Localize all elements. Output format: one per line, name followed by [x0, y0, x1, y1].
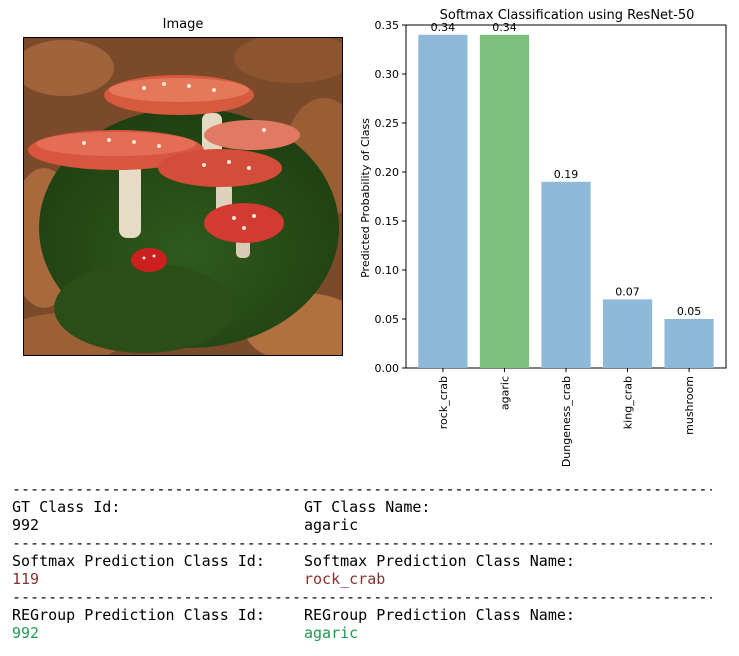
x-tick-label: rock_crab: [437, 376, 450, 429]
mushroom-image: [23, 37, 343, 356]
y-axis-label: Predicted Probability of Class: [359, 118, 372, 278]
gt-id-value: 992: [12, 516, 40, 534]
image-title: Image: [162, 17, 204, 32]
x-tick-label: mushroom: [683, 376, 696, 435]
chart-title: Softmax Classification using ResNet-50: [440, 8, 695, 23]
prediction-info: ----------------------------------------…: [12, 480, 712, 642]
softmax-id-label: Softmax Prediction Class Id:: [12, 552, 265, 570]
regroup-id-value: 992: [12, 624, 40, 642]
bar-data-label: 0.19: [554, 168, 579, 181]
x-tick-label: agaric: [498, 376, 511, 410]
fly-agaric-mushroom-photo-icon: [24, 38, 342, 355]
y-tick-label: 0.15: [375, 215, 400, 228]
x-tick-label: Dungeness_crab: [560, 376, 573, 467]
gt-name-value: agaric: [304, 516, 359, 534]
softmax-name-label: Softmax Prediction Class Name:: [304, 552, 575, 570]
bar: [418, 34, 468, 369]
divider: ----------------------------------------…: [12, 534, 712, 552]
bar: [602, 299, 653, 368]
y-tick-label: 0.20: [375, 166, 400, 179]
regroup-id-label: REGroup Prediction Class Id:: [12, 606, 265, 624]
gt-id-label: GT Class Id:: [12, 498, 121, 516]
y-tick-label: 0.05: [375, 313, 400, 326]
bar-data-label: 0.05: [677, 305, 702, 318]
divider: ----------------------------------------…: [12, 588, 712, 606]
y-tick-label: 0.25: [375, 117, 400, 130]
gt-name-label: GT Class Name:: [304, 498, 431, 516]
bar: [479, 34, 530, 369]
bar-data-label: 0.34: [492, 21, 517, 34]
y-tick-label: 0.00: [375, 362, 400, 375]
y-tick-label: 0.10: [375, 264, 400, 277]
bar: [541, 181, 591, 368]
bar-data-label: 0.34: [431, 21, 456, 34]
softmax-name-value: rock_crab: [304, 570, 386, 588]
softmax-id-value: 119: [12, 570, 40, 588]
regroup-name-label: REGroup Prediction Class Name:: [304, 606, 575, 624]
y-tick-label: 0.35: [375, 19, 400, 32]
bar: [664, 319, 714, 368]
softmax-chart: Softmax Classification using ResNet-50 P…: [359, 8, 727, 467]
x-tick-label: king_crab: [622, 376, 635, 429]
y-tick-label: 0.30: [375, 68, 400, 81]
divider: ----------------------------------------…: [12, 480, 712, 498]
bar-data-label: 0.07: [615, 285, 640, 298]
regroup-name-value: agaric: [304, 624, 359, 642]
